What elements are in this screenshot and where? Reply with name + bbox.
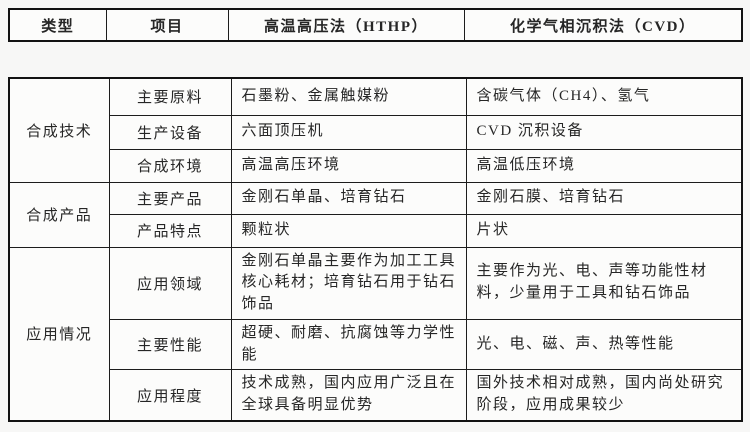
item-label: 产品特点 <box>108 213 232 248</box>
hthp-value: 超硬、耐磨、抗腐蚀等力学性能 <box>230 318 467 371</box>
table-row: 合成产品 主要产品 金刚石单晶、培育钻石 金刚石膜、培育钻石 <box>8 181 743 248</box>
column-header-cvd: 化学气相沉积法（CVD） <box>463 8 743 42</box>
header-row: 类型 项目 高温高压法（HTHP） 化学气相沉积法（CVD） <box>8 8 743 42</box>
hthp-value: 石墨粉、金属触媒粉 <box>230 77 467 116</box>
column-header-type: 类型 <box>8 8 107 42</box>
hthp-value: 颗粒状 <box>230 213 467 248</box>
cvd-value: 片状 <box>465 213 743 248</box>
column-header-hthp: 高温高压法（HTHP） <box>227 8 465 42</box>
cvd-value: 国外技术相对成熟，国内尚处研究阶段，应用成果较少 <box>465 369 743 422</box>
comparison-table: 合成技术 主要原料 石墨粉、金属触媒粉 含碳气体（CH4）、氢气 生产设备 六面… <box>8 77 743 422</box>
hthp-value: 技术成熟，国内应用广泛且在全球具备明显优势 <box>230 369 467 422</box>
cvd-value: 金刚石膜、培育钻石 <box>465 181 743 215</box>
cvd-value: CVD 沉积设备 <box>465 114 743 150</box>
table-row: 应用情况 应用领域 金刚石单晶主要作为加工工具核心耗材；培育钻石用于钻石饰品 主… <box>8 246 743 422</box>
item-label: 主要产品 <box>108 181 232 215</box>
table-row: 主要性能 超硬、耐磨、抗腐蚀等力学性能 光、电、磁、声、热等性能 <box>9 318 743 371</box>
table-row: 合成环境 高温高压环境 高温低压环境 <box>9 148 743 183</box>
item-label: 主要原料 <box>108 77 232 116</box>
cvd-value: 含碳气体（CH4）、氢气 <box>465 77 743 116</box>
group-label-application-status: 应用情况 <box>8 246 110 422</box>
table-row: 合成技术 主要原料 石墨粉、金属触媒粉 含碳气体（CH4）、氢气 <box>8 77 743 183</box>
item-label: 合成环境 <box>108 148 232 183</box>
cvd-value: 主要作为光、电、声等功能性材料，少量用于工具和钻石饰品 <box>465 246 743 320</box>
hthp-value: 六面顶压机 <box>230 114 467 150</box>
cvd-value: 光、电、磁、声、热等性能 <box>465 318 743 371</box>
hthp-value: 金刚石单晶主要作为加工工具核心耗材；培育钻石用于钻石饰品 <box>230 246 467 320</box>
group-label-synthesis-technology: 合成技术 <box>8 77 110 183</box>
hthp-value: 高温高压环境 <box>230 148 467 183</box>
table-row: 生产设备 六面顶压机 CVD 沉积设备 <box>9 114 743 150</box>
item-label: 应用领域 <box>108 246 232 320</box>
table-row: 产品特点 颗粒状 片状 <box>9 213 743 248</box>
table-row: 应用程度 技术成熟，国内应用广泛且在全球具备明显优势 国外技术相对成熟，国内尚处… <box>9 369 743 422</box>
cvd-value: 高温低压环境 <box>465 148 743 183</box>
item-label: 生产设备 <box>108 114 232 150</box>
column-header-item: 项目 <box>105 8 229 42</box>
group-label-synthesis-products: 合成产品 <box>8 181 110 248</box>
item-label: 主要性能 <box>108 318 232 371</box>
header-table: 类型 项目 高温高压法（HTHP） 化学气相沉积法（CVD） <box>8 8 743 42</box>
hthp-value: 金刚石单晶、培育钻石 <box>230 181 467 215</box>
item-label: 应用程度 <box>108 369 232 422</box>
